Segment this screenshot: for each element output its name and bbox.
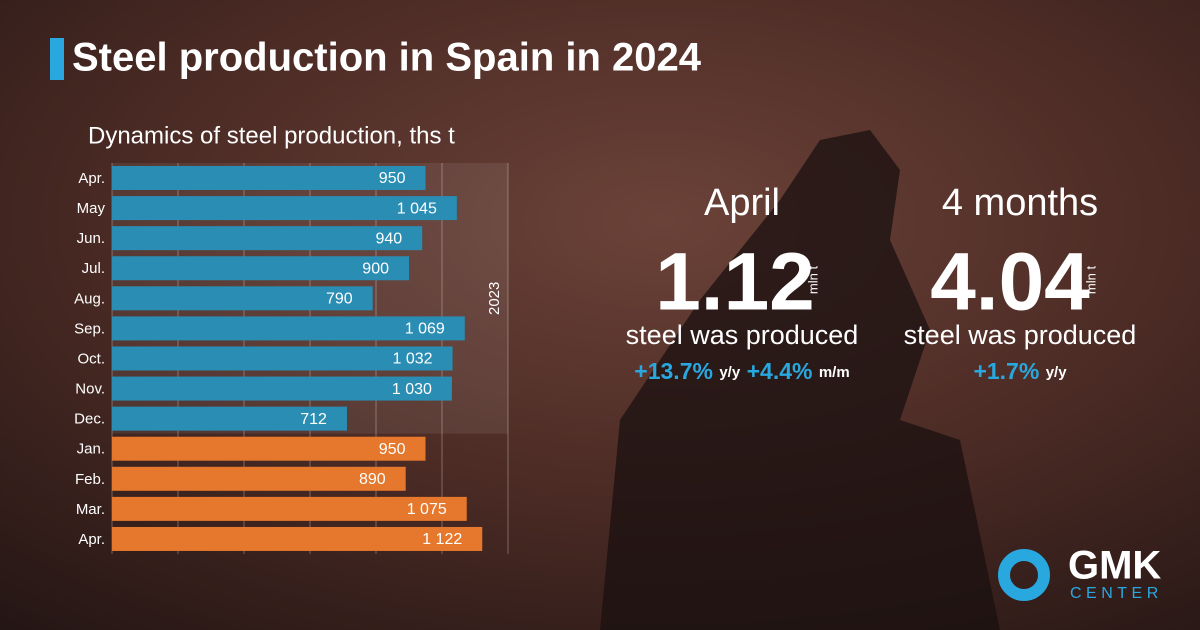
y-tick-label: May <box>77 200 106 217</box>
kpi-change: +1.7% <box>973 358 1039 384</box>
y-tick-label: Dec. <box>74 411 105 428</box>
y-tick-label: Oct. <box>77 350 105 367</box>
kpi-change-unit: y/y <box>719 364 741 381</box>
bar <box>112 466 406 491</box>
bar-chart: 2023 Apr. 950 May 1 045 Jun. 940 Jul. 900 Aug. 790… <box>74 162 509 554</box>
bar <box>112 376 452 401</box>
bar <box>112 256 409 281</box>
value-label: 1 069 <box>405 321 445 338</box>
value-label: 900 <box>362 260 389 277</box>
logo-sub: CENTER <box>1070 585 1163 602</box>
bar <box>112 316 465 341</box>
value-label: 1 122 <box>422 531 462 548</box>
value-label: 940 <box>375 230 402 247</box>
kpi-changes: +1.7% y/y <box>973 358 1067 384</box>
silhouette <box>600 130 1000 630</box>
kpi-changes: +13.7% y/y +4.4% m/m <box>634 358 849 384</box>
value-label: 712 <box>300 411 327 428</box>
y-tick-label: Apr. <box>78 170 105 187</box>
value-label: 950 <box>379 170 406 187</box>
logo-name: GMK <box>1068 544 1161 588</box>
kpi-value: 1.12 <box>655 237 815 328</box>
logo: GMK CENTER <box>998 544 1163 602</box>
value-label: 950 <box>379 441 406 458</box>
title: Steel production in Spain in 2024 <box>72 36 702 80</box>
y-tick-label: Nov. <box>75 381 105 398</box>
kpi-change-unit: m/m <box>819 364 850 381</box>
y-tick-label: Mar. <box>76 501 105 518</box>
kpi-april: April 1.12 mln t steel was produced +13.… <box>626 182 859 384</box>
kpi-change: +13.7% <box>634 358 713 384</box>
kpi-4months: 4 months 4.04 mln t steel was produced +… <box>904 182 1137 384</box>
logo-ring <box>998 549 1050 601</box>
bar <box>112 346 453 371</box>
value-label: 1 045 <box>397 200 437 217</box>
bar <box>112 196 457 221</box>
value-label: 1 030 <box>392 381 432 398</box>
kpi-value: 4.04 <box>930 237 1090 328</box>
y-tick-label: Jan. <box>77 441 105 458</box>
kpi-period: 4 months <box>942 182 1098 224</box>
band-label: 2023 <box>486 282 503 315</box>
y-tick-label: Jul. <box>82 260 105 277</box>
kpi-change: +4.4% <box>747 358 813 384</box>
bar <box>112 406 347 431</box>
bar <box>112 226 423 251</box>
chart-title: Dynamics of steel production, ths t <box>88 122 455 149</box>
bar <box>112 496 467 521</box>
bar <box>112 286 373 311</box>
title-accent <box>50 38 64 80</box>
value-label: 1 075 <box>407 501 447 518</box>
kpi-change-unit: y/y <box>1046 364 1068 381</box>
kpi-period: April <box>704 182 780 224</box>
bar <box>112 436 426 461</box>
y-tick-label: Apr. <box>78 531 105 548</box>
kpi-unit: mln t <box>805 266 820 295</box>
y-tick-label: Aug. <box>74 290 105 307</box>
value-label: 790 <box>326 291 353 308</box>
bar <box>112 526 483 551</box>
y-tick-label: Feb. <box>75 471 105 488</box>
y-tick-label: Sep. <box>74 320 105 337</box>
kpi-caption: steel was produced <box>904 320 1137 350</box>
y-tick-label: Jun. <box>77 230 105 247</box>
bar <box>112 166 426 190</box>
value-label: 1 032 <box>393 351 433 368</box>
kpi-caption: steel was produced <box>626 320 859 350</box>
value-label: 890 <box>359 471 386 488</box>
kpi-unit: mln t <box>1083 266 1098 295</box>
